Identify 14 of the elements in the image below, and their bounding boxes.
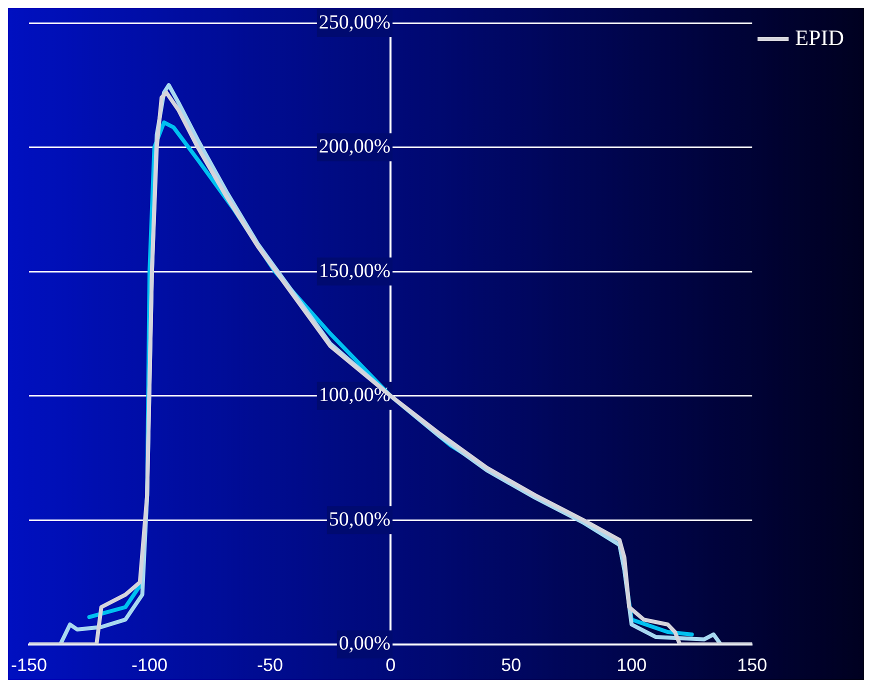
y-tick-label: 100,00% xyxy=(318,384,391,406)
x-tick-label: -100 xyxy=(132,655,168,676)
x-tick-label: 100 xyxy=(616,655,647,676)
x-tick-label: 50 xyxy=(501,655,522,676)
x-tick-label: 150 xyxy=(737,655,768,676)
legend-label: EPID xyxy=(795,24,844,50)
x-tick-label: -150 xyxy=(11,655,48,676)
y-tick-label: 150,00% xyxy=(318,260,391,282)
y-tick-label: 50,00% xyxy=(328,508,391,530)
x-tick-label: 0 xyxy=(386,655,396,676)
y-tick-label: 250,00% xyxy=(318,11,391,34)
y-tick-label: 0,00% xyxy=(338,632,391,655)
y-tick-label: 200,00% xyxy=(318,136,391,158)
x-tick-label: -50 xyxy=(257,655,284,676)
